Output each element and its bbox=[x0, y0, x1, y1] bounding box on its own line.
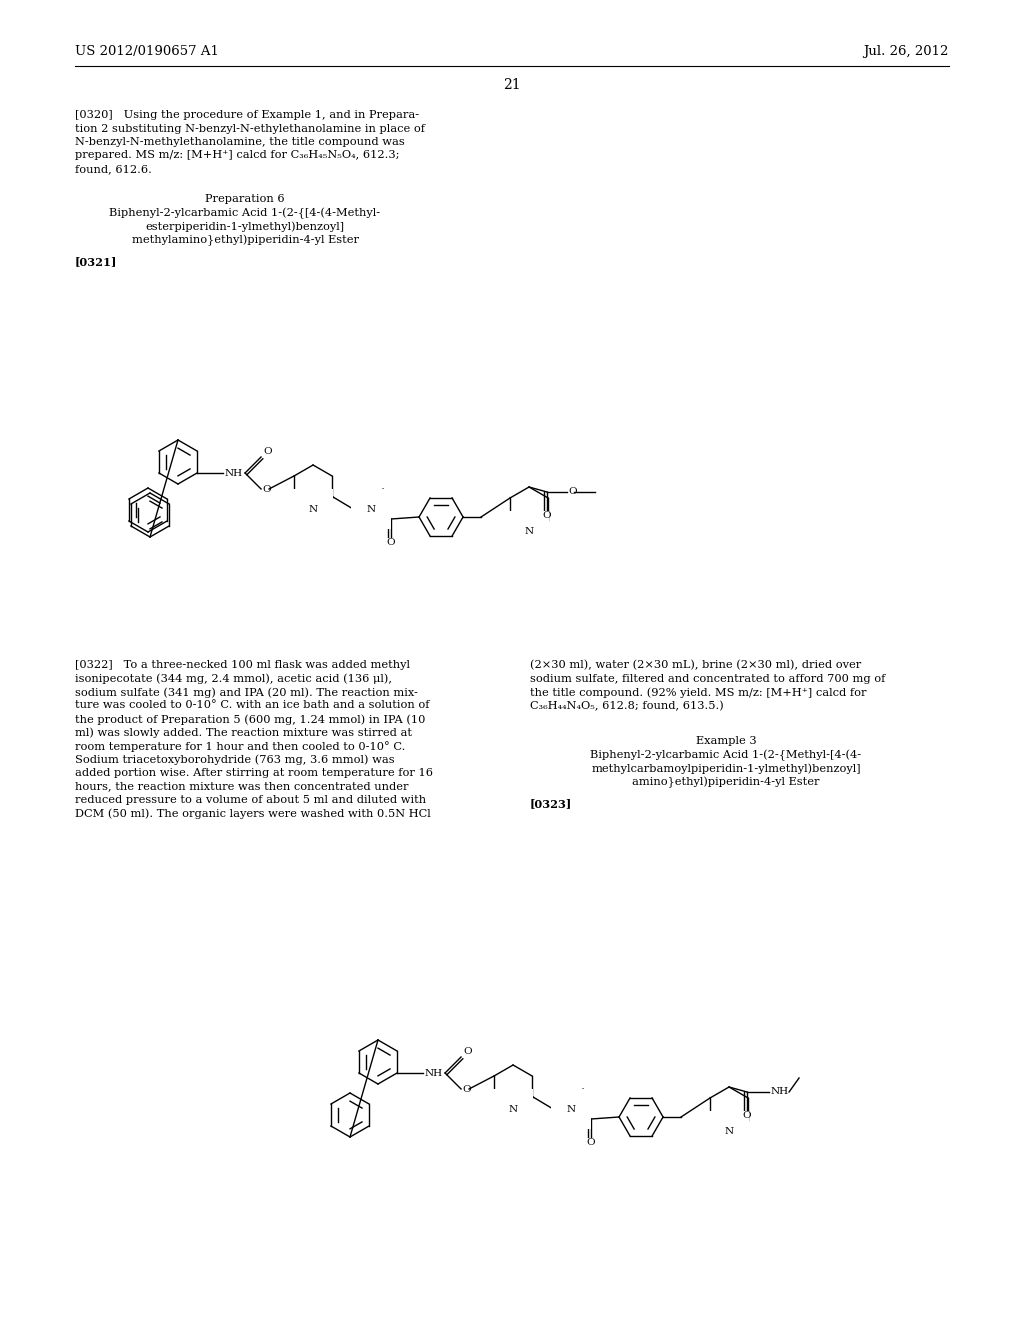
Text: O: O bbox=[262, 484, 270, 494]
Text: 21: 21 bbox=[503, 78, 521, 92]
Text: reduced pressure to a volume of about 5 ml and diluted with: reduced pressure to a volume of about 5 … bbox=[75, 795, 426, 805]
Text: O: O bbox=[742, 1111, 752, 1119]
Text: amino}ethyl)piperidin-4-yl Ester: amino}ethyl)piperidin-4-yl Ester bbox=[632, 777, 820, 788]
Text: [0323]: [0323] bbox=[530, 799, 572, 809]
Text: methylcarbamoylpiperidin-1-ylmethyl)benzoyl]: methylcarbamoylpiperidin-1-ylmethyl)benz… bbox=[591, 763, 861, 774]
Text: N: N bbox=[509, 1105, 517, 1114]
Text: ml) was slowly added. The reaction mixture was stirred at: ml) was slowly added. The reaction mixtu… bbox=[75, 727, 412, 738]
Text: Biphenyl-2-ylcarbamic Acid 1-(2-{[4-(4-Methyl-: Biphenyl-2-ylcarbamic Acid 1-(2-{[4-(4-M… bbox=[110, 207, 381, 219]
Text: esterpiperidin-1-ylmethyl)benzoyl]: esterpiperidin-1-ylmethyl)benzoyl] bbox=[145, 220, 344, 231]
Text: O: O bbox=[568, 487, 577, 496]
Text: O: O bbox=[463, 1047, 472, 1056]
Text: the title compound. (92% yield. MS m/z: [M+H⁺] calcd for: the title compound. (92% yield. MS m/z: … bbox=[530, 686, 866, 697]
Text: US 2012/0190657 A1: US 2012/0190657 A1 bbox=[75, 45, 219, 58]
Text: found, 612.6.: found, 612.6. bbox=[75, 164, 152, 174]
Text: NH: NH bbox=[770, 1088, 788, 1097]
Text: N: N bbox=[566, 1105, 575, 1114]
Text: added portion wise. After stirring at room temperature for 16: added portion wise. After stirring at ro… bbox=[75, 768, 433, 777]
Text: [0320]   Using the procedure of Example 1, and in Prepara-: [0320] Using the procedure of Example 1,… bbox=[75, 110, 419, 120]
Text: prepared. MS m/z: [M+H⁺] calcd for C₃₆H₄₅N₅O₄, 612.3;: prepared. MS m/z: [M+H⁺] calcd for C₃₆H₄… bbox=[75, 150, 399, 161]
Text: N: N bbox=[367, 504, 376, 513]
Text: [0321]: [0321] bbox=[75, 256, 118, 267]
Text: Sodium triacetoxyborohydride (763 mg, 3.6 mmol) was: Sodium triacetoxyborohydride (763 mg, 3.… bbox=[75, 755, 394, 766]
Text: O: O bbox=[543, 511, 551, 520]
Text: DCM (50 ml). The organic layers were washed with 0.5N HCl: DCM (50 ml). The organic layers were was… bbox=[75, 808, 431, 820]
Text: the product of Preparation 5 (600 mg, 1.24 mmol) in IPA (10: the product of Preparation 5 (600 mg, 1.… bbox=[75, 714, 425, 725]
Text: Preparation 6: Preparation 6 bbox=[205, 194, 285, 203]
Text: isonipecotate (344 mg, 2.4 mmol), acetic acid (136 μl),: isonipecotate (344 mg, 2.4 mmol), acetic… bbox=[75, 673, 392, 684]
Text: NH: NH bbox=[424, 1068, 442, 1077]
Text: O: O bbox=[387, 539, 395, 546]
Text: sodium sulfate (341 mg) and IPA (20 ml). The reaction mix-: sodium sulfate (341 mg) and IPA (20 ml).… bbox=[75, 686, 418, 697]
Text: tion 2 substituting N-benzyl-N-ethylethanolamine in place of: tion 2 substituting N-benzyl-N-ethyletha… bbox=[75, 124, 425, 133]
Text: hours, the reaction mixture was then concentrated under: hours, the reaction mixture was then con… bbox=[75, 781, 409, 792]
Text: O: O bbox=[462, 1085, 471, 1093]
Text: Example 3: Example 3 bbox=[695, 737, 757, 746]
Text: N: N bbox=[308, 504, 317, 513]
Text: room temperature for 1 hour and then cooled to 0-10° C.: room temperature for 1 hour and then coo… bbox=[75, 741, 406, 752]
Text: sodium sulfate, filtered and concentrated to afford 700 mg of: sodium sulfate, filtered and concentrate… bbox=[530, 673, 886, 684]
Text: N-benzyl-N-methylethanolamine, the title compound was: N-benzyl-N-methylethanolamine, the title… bbox=[75, 137, 404, 147]
Text: N: N bbox=[524, 527, 534, 536]
Text: (2×30 ml), water (2×30 mL), brine (2×30 ml), dried over: (2×30 ml), water (2×30 mL), brine (2×30 … bbox=[530, 660, 861, 671]
Text: O: O bbox=[587, 1138, 595, 1147]
Text: NH: NH bbox=[224, 469, 243, 478]
Text: ture was cooled to 0-10° C. with an ice bath and a solution of: ture was cooled to 0-10° C. with an ice … bbox=[75, 701, 429, 710]
Text: Biphenyl-2-ylcarbamic Acid 1-(2-{Methyl-[4-(4-: Biphenyl-2-ylcarbamic Acid 1-(2-{Methyl-… bbox=[591, 750, 861, 762]
Text: O: O bbox=[263, 447, 271, 455]
Text: Jul. 26, 2012: Jul. 26, 2012 bbox=[863, 45, 949, 58]
Text: methylamino}ethyl)piperidin-4-yl Ester: methylamino}ethyl)piperidin-4-yl Ester bbox=[131, 235, 358, 246]
Text: N: N bbox=[725, 1126, 733, 1135]
Text: C₃₆H₄₄N₄O₅, 612.8; found, 613.5.): C₃₆H₄₄N₄O₅, 612.8; found, 613.5.) bbox=[530, 701, 724, 711]
Text: [0322]   To a three-necked 100 ml flask was added methyl: [0322] To a three-necked 100 ml flask wa… bbox=[75, 660, 410, 671]
